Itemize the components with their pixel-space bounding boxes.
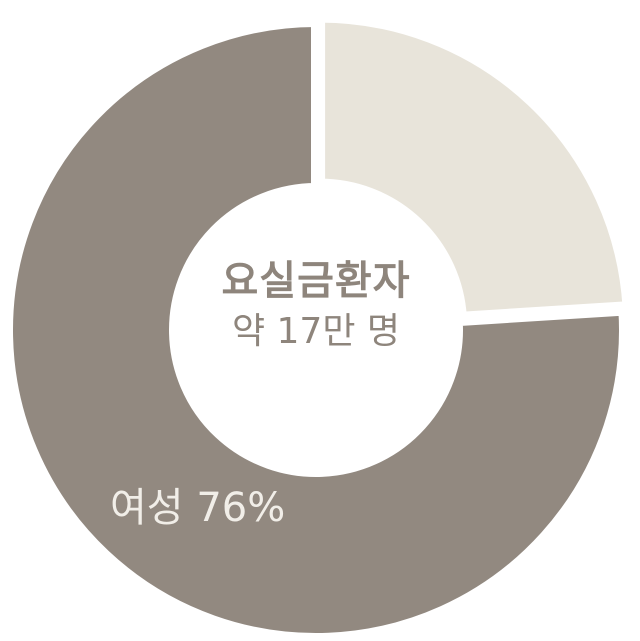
slice-male	[315, 12, 633, 323]
slice-female	[3, 16, 629, 641]
center-label: 요실금환자 약 17만 명	[176, 255, 456, 357]
data-label-female: 여성 76%	[110, 485, 286, 531]
center-title: 요실금환자	[221, 258, 411, 304]
center-subtitle: 약 17만 명	[231, 311, 401, 352]
